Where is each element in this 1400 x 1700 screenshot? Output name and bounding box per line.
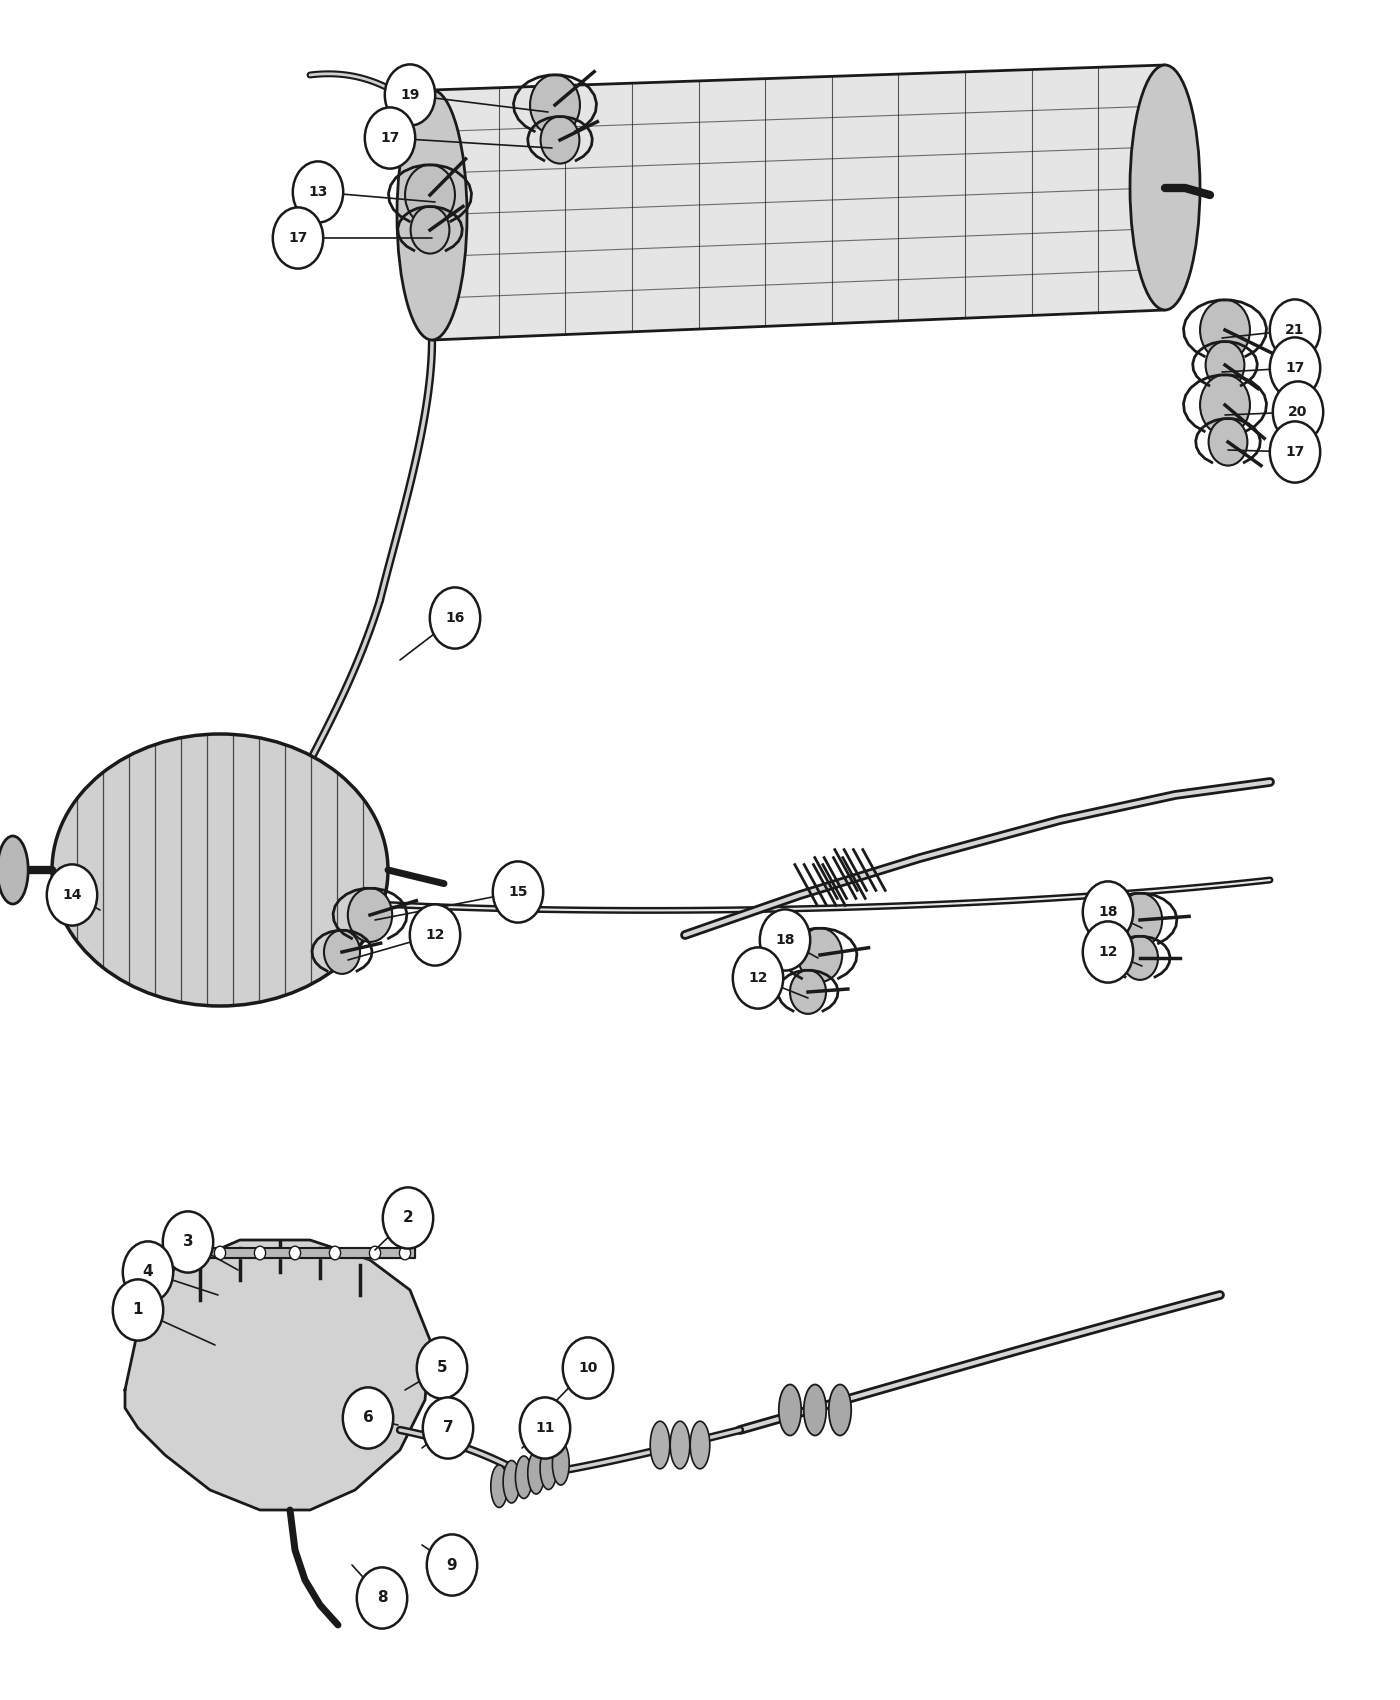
Circle shape xyxy=(1082,881,1133,942)
Ellipse shape xyxy=(671,1421,690,1469)
Ellipse shape xyxy=(491,1465,508,1508)
Circle shape xyxy=(410,904,461,966)
Text: 14: 14 xyxy=(62,887,81,903)
Text: 21: 21 xyxy=(1285,323,1305,337)
Text: 12: 12 xyxy=(426,928,445,942)
Text: 16: 16 xyxy=(445,610,465,626)
Circle shape xyxy=(323,930,360,974)
Text: 11: 11 xyxy=(535,1421,554,1435)
Circle shape xyxy=(46,864,97,925)
Text: 18: 18 xyxy=(776,933,795,947)
Circle shape xyxy=(417,1338,468,1399)
Circle shape xyxy=(798,928,843,983)
Circle shape xyxy=(1200,299,1250,360)
Text: 13: 13 xyxy=(308,185,328,199)
Circle shape xyxy=(113,1280,164,1341)
Circle shape xyxy=(423,1397,473,1459)
Ellipse shape xyxy=(690,1421,710,1469)
Text: 19: 19 xyxy=(400,88,420,102)
Circle shape xyxy=(410,206,449,253)
Text: 17: 17 xyxy=(1285,360,1305,376)
Text: 12: 12 xyxy=(748,971,767,984)
Ellipse shape xyxy=(540,1447,557,1489)
Text: 17: 17 xyxy=(288,231,308,245)
Circle shape xyxy=(405,165,455,226)
Text: 17: 17 xyxy=(381,131,399,145)
Circle shape xyxy=(293,162,343,223)
Circle shape xyxy=(273,207,323,269)
Text: 6: 6 xyxy=(363,1411,374,1426)
Ellipse shape xyxy=(829,1384,851,1435)
Text: 17: 17 xyxy=(1285,445,1305,459)
Circle shape xyxy=(290,1246,301,1260)
Circle shape xyxy=(732,947,783,1008)
Circle shape xyxy=(430,588,480,649)
Circle shape xyxy=(347,887,392,942)
Circle shape xyxy=(1082,921,1133,983)
Text: 7: 7 xyxy=(442,1421,454,1435)
Circle shape xyxy=(255,1246,266,1260)
Text: 9: 9 xyxy=(447,1557,458,1572)
Circle shape xyxy=(1270,337,1320,398)
Circle shape xyxy=(563,1338,613,1399)
Circle shape xyxy=(1270,299,1320,360)
Ellipse shape xyxy=(778,1384,801,1435)
Circle shape xyxy=(329,1246,340,1260)
Circle shape xyxy=(427,1535,477,1596)
Circle shape xyxy=(370,1246,381,1260)
Ellipse shape xyxy=(650,1421,669,1469)
Ellipse shape xyxy=(804,1384,826,1435)
Circle shape xyxy=(540,116,580,163)
Circle shape xyxy=(790,971,826,1013)
Polygon shape xyxy=(433,65,1165,340)
Circle shape xyxy=(1270,422,1320,483)
Ellipse shape xyxy=(52,734,388,1006)
Ellipse shape xyxy=(398,90,468,340)
Text: 1: 1 xyxy=(133,1302,143,1318)
Text: 4: 4 xyxy=(143,1265,154,1280)
Circle shape xyxy=(1273,381,1323,442)
Text: 15: 15 xyxy=(508,886,528,899)
Text: 12: 12 xyxy=(1098,945,1117,959)
Circle shape xyxy=(1117,892,1162,947)
Circle shape xyxy=(760,910,811,971)
Text: 10: 10 xyxy=(578,1362,598,1375)
Circle shape xyxy=(1205,342,1245,389)
Circle shape xyxy=(382,1187,433,1248)
Circle shape xyxy=(1121,937,1158,979)
Circle shape xyxy=(519,1397,570,1459)
Ellipse shape xyxy=(503,1460,519,1503)
Circle shape xyxy=(385,65,435,126)
Text: 5: 5 xyxy=(437,1360,448,1375)
Circle shape xyxy=(162,1212,213,1273)
Circle shape xyxy=(1208,418,1247,466)
Ellipse shape xyxy=(515,1455,532,1498)
Text: 3: 3 xyxy=(182,1234,193,1250)
Circle shape xyxy=(214,1246,225,1260)
Circle shape xyxy=(531,75,580,136)
Circle shape xyxy=(357,1567,407,1629)
Circle shape xyxy=(399,1246,410,1260)
Circle shape xyxy=(365,107,416,168)
Ellipse shape xyxy=(0,836,28,904)
Circle shape xyxy=(123,1241,174,1302)
Circle shape xyxy=(1200,374,1250,435)
Polygon shape xyxy=(195,1248,414,1258)
Polygon shape xyxy=(125,1239,430,1510)
Text: 2: 2 xyxy=(403,1210,413,1226)
Ellipse shape xyxy=(1130,65,1200,309)
Text: 8: 8 xyxy=(377,1591,388,1605)
Circle shape xyxy=(343,1387,393,1448)
Circle shape xyxy=(493,862,543,923)
Ellipse shape xyxy=(528,1452,545,1494)
Text: 18: 18 xyxy=(1098,904,1117,920)
Text: 20: 20 xyxy=(1288,405,1308,418)
Ellipse shape xyxy=(553,1443,570,1486)
